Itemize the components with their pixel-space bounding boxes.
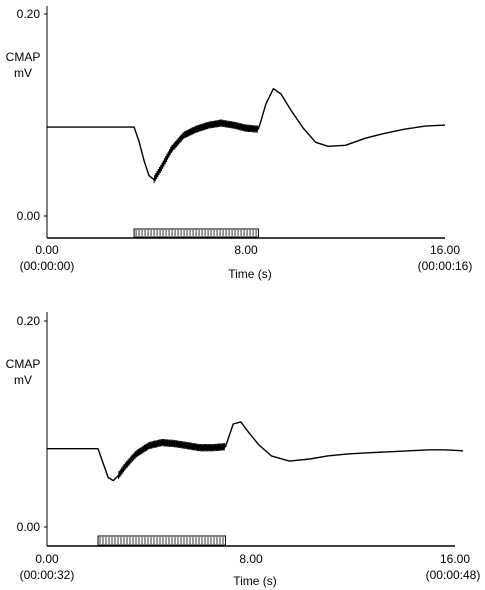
- x-tick-sublabel-start: (00:00:32): [20, 568, 75, 582]
- stimulus-box: [97, 535, 226, 546]
- chart-panel-bottom: 0.20 0.00 CMAP mV 0.00 (00:00:32) 8.00 1…: [6, 312, 481, 588]
- x-tick-label-start: 0.00: [35, 552, 59, 566]
- x-axis-label: Time (s): [233, 574, 277, 588]
- y-axis-unit: mV: [14, 373, 32, 387]
- cmap-trace: [47, 88, 446, 184]
- y-tick-label-top: 0.20: [17, 7, 41, 21]
- x-axis-label: Time (s): [228, 267, 272, 281]
- y-tick-label-top: 0.20: [17, 314, 41, 328]
- trace-noise-band: [153, 119, 259, 184]
- cmap-trace: [47, 421, 464, 482]
- y-axis-label: CMAP: [6, 357, 41, 371]
- x-tick-label-end: 16.00: [440, 552, 470, 566]
- y-axis-unit: mV: [14, 66, 32, 80]
- x-tick-label-mid: 8.00: [239, 552, 263, 566]
- trace-line: [47, 421, 464, 482]
- trace-line: [47, 88, 446, 181]
- trace-noise-band: [117, 438, 226, 480]
- x-tick-sublabel-end: (00:00:16): [418, 259, 473, 273]
- y-axis-label: CMAP: [6, 50, 41, 64]
- y-tick-label-bottom: 0.00: [17, 520, 41, 534]
- x-tick-label-end: 16.00: [430, 243, 460, 257]
- stimulus-bar: [133, 228, 259, 238]
- x-tick-label-mid: 8.00: [234, 243, 258, 257]
- x-tick-label-start: 0.00: [35, 243, 59, 257]
- stimulus-bar: [97, 535, 226, 546]
- y-tick-label-bottom: 0.00: [17, 209, 41, 223]
- x-tick-sublabel-end: (00:00:48): [426, 568, 481, 582]
- x-tick-sublabel-start: (00:00:00): [20, 259, 75, 273]
- chart-panel-top: 0.20 0.00 CMAP mV 0.00 (00:00:00) 8.00 1…: [6, 6, 473, 281]
